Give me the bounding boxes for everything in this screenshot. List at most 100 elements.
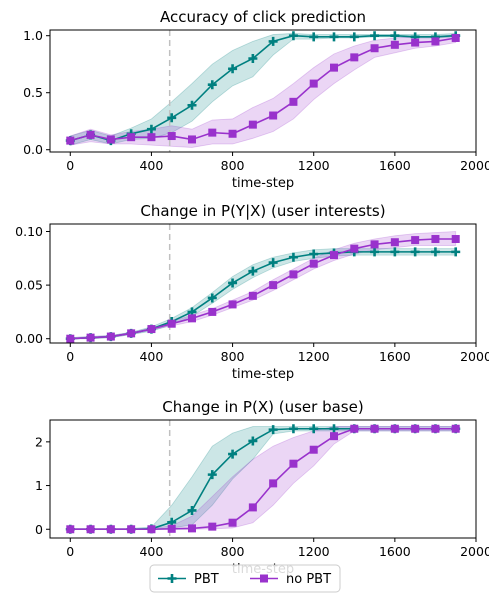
data-point-no-pbt bbox=[269, 281, 278, 290]
data-point-no-pbt bbox=[390, 424, 399, 433]
data-point-no-pbt bbox=[451, 33, 460, 42]
data-point-no-pbt bbox=[86, 130, 95, 139]
y-tick-label: 2 bbox=[35, 434, 43, 449]
data-point-no-pbt bbox=[431, 424, 440, 433]
data-point-pbt bbox=[329, 424, 339, 434]
data-point-pbt bbox=[288, 252, 298, 262]
data-point-pbt bbox=[370, 247, 380, 257]
x-tick-label: 1600 bbox=[379, 158, 411, 173]
data-point-no-pbt bbox=[269, 111, 278, 120]
data-point-pbt bbox=[288, 31, 298, 41]
chart-panel-3: Change in P(X) (user base) 0 400 800 1200 160… bbox=[35, 398, 489, 577]
data-point-no-pbt bbox=[350, 53, 359, 62]
data-point-pbt bbox=[309, 249, 319, 259]
data-point-no-pbt bbox=[309, 259, 318, 268]
data-point-no-pbt bbox=[370, 44, 379, 53]
data-point-pbt bbox=[248, 436, 258, 446]
data-point-no-pbt bbox=[309, 79, 318, 88]
data-point-no-pbt bbox=[248, 291, 257, 300]
data-point-pbt bbox=[410, 247, 420, 257]
x-tick-label: 400 bbox=[139, 544, 163, 559]
y-tick-label: 1 bbox=[35, 478, 43, 493]
x-tick-label: 1200 bbox=[298, 349, 330, 364]
legend-label: no PBT bbox=[286, 572, 331, 587]
data-point-no-pbt bbox=[228, 518, 237, 527]
data-point-no-pbt bbox=[451, 235, 460, 244]
x-tick-label: 2000 bbox=[460, 349, 489, 364]
x-tick-label: 2000 bbox=[460, 158, 489, 173]
data-point-no-pbt bbox=[167, 319, 176, 328]
data-point-pbt bbox=[268, 425, 278, 435]
legend-marker-square bbox=[260, 574, 268, 583]
data-point-no-pbt bbox=[228, 300, 237, 309]
data-point-no-pbt bbox=[106, 135, 115, 144]
legend: PBT no PBT bbox=[149, 564, 341, 593]
data-point-pbt bbox=[430, 247, 440, 257]
data-point-no-pbt bbox=[127, 525, 136, 534]
x-tick-label: 1600 bbox=[379, 349, 411, 364]
data-point-pbt bbox=[146, 124, 156, 134]
data-point-pbt bbox=[187, 505, 197, 515]
data-point-pbt bbox=[309, 424, 319, 434]
confidence-band-no-pbt bbox=[69, 231, 457, 340]
x-tick-label: 0 bbox=[66, 544, 74, 559]
x-axis-label: time-step bbox=[232, 176, 294, 191]
data-point-pbt bbox=[207, 293, 217, 303]
data-point-no-pbt bbox=[269, 479, 278, 488]
chart-title: Accuracy of click prediction bbox=[160, 8, 366, 26]
data-point-no-pbt bbox=[208, 522, 217, 531]
data-point-pbt bbox=[288, 424, 298, 434]
x-tick-label: 800 bbox=[221, 544, 245, 559]
data-point-no-pbt bbox=[127, 329, 136, 338]
data-point-no-pbt bbox=[208, 128, 217, 137]
data-point-pbt bbox=[228, 449, 238, 459]
confidence-band-no-pbt bbox=[69, 34, 457, 148]
data-point-no-pbt bbox=[330, 63, 338, 72]
data-point-no-pbt bbox=[330, 251, 338, 260]
data-point-no-pbt bbox=[370, 240, 379, 249]
y-tick-label: 0.10 bbox=[15, 224, 43, 239]
data-point-no-pbt bbox=[248, 120, 257, 129]
data-point-no-pbt bbox=[370, 424, 379, 433]
data-point-no-pbt bbox=[309, 445, 318, 454]
y-tick-label: 0.5 bbox=[23, 85, 43, 100]
data-point-pbt bbox=[187, 100, 197, 110]
data-point-no-pbt bbox=[411, 424, 420, 433]
x-tick-label: 1200 bbox=[298, 544, 330, 559]
data-point-no-pbt bbox=[330, 432, 338, 441]
x-tick-label: 400 bbox=[139, 158, 163, 173]
data-point-pbt bbox=[349, 32, 359, 42]
data-point-pbt bbox=[228, 64, 238, 74]
data-point-no-pbt bbox=[167, 524, 176, 533]
data-point-pbt bbox=[370, 31, 380, 41]
data-point-no-pbt bbox=[167, 132, 176, 141]
y-tick-label: 0 bbox=[35, 522, 43, 537]
x-tick-label: 0 bbox=[66, 158, 74, 173]
data-point-no-pbt bbox=[411, 38, 420, 47]
data-point-pbt bbox=[207, 80, 217, 90]
x-tick-label: 800 bbox=[221, 158, 245, 173]
data-point-no-pbt bbox=[127, 133, 136, 142]
chart-panel-1: Accuracy of click prediction 0 400 800 1200 1… bbox=[23, 8, 489, 191]
y-tick-label: 0.0 bbox=[23, 142, 43, 157]
data-point-no-pbt bbox=[350, 244, 359, 253]
x-tick-label: 800 bbox=[221, 349, 245, 364]
legend-label: PBT bbox=[194, 572, 219, 587]
x-tick-label: 400 bbox=[139, 349, 163, 364]
data-point-no-pbt bbox=[248, 503, 257, 512]
plot-frame bbox=[49, 223, 477, 344]
x-tick-label: 2000 bbox=[460, 544, 489, 559]
data-point-no-pbt bbox=[66, 334, 75, 343]
data-point-no-pbt bbox=[147, 525, 156, 534]
data-point-no-pbt bbox=[289, 270, 298, 279]
data-point-no-pbt bbox=[390, 40, 399, 49]
data-point-pbt bbox=[309, 32, 319, 42]
data-point-no-pbt bbox=[66, 525, 75, 534]
data-point-no-pbt bbox=[188, 314, 196, 323]
x-tick-label: 0 bbox=[66, 349, 74, 364]
data-point-no-pbt bbox=[208, 307, 217, 316]
data-point-no-pbt bbox=[289, 97, 298, 106]
data-point-no-pbt bbox=[390, 238, 399, 247]
data-point-no-pbt bbox=[228, 129, 237, 138]
